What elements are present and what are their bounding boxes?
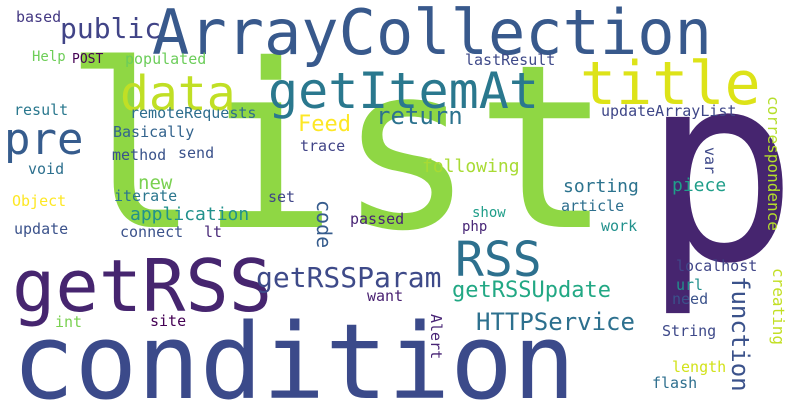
word-following: following	[422, 156, 520, 177]
word-object: Object	[12, 192, 67, 210]
word-httpservice: HTTPService	[476, 308, 635, 336]
word-arraycollection: ArrayCollection	[152, 0, 712, 69]
word-url: url	[676, 276, 704, 294]
word-condition: condition	[12, 301, 576, 400]
word-flash: flash	[652, 374, 698, 392]
word-update: update	[14, 220, 69, 238]
word-php: php	[462, 219, 488, 235]
word-new: new	[138, 172, 173, 194]
word-data: data	[120, 66, 236, 122]
word-getrssparam: getRSSParam	[256, 261, 442, 294]
word-remoterequests: remoteRequests	[130, 104, 257, 122]
word-feed: Feed	[298, 112, 351, 137]
word-set: set	[268, 188, 296, 206]
word-site: site	[150, 312, 187, 330]
word-updatearraylist: updateArrayList	[601, 102, 737, 120]
word-string: String	[662, 322, 717, 340]
word-passed: passed	[350, 210, 405, 228]
word-help: Help	[32, 49, 66, 65]
word-getitemat: getItemAt	[268, 62, 539, 120]
word-iterate: iterate	[114, 187, 178, 205]
word-article: article	[561, 197, 625, 215]
word-post: POST	[72, 52, 104, 67]
word-correspondence: correspondence	[764, 96, 783, 231]
word-need: need	[672, 290, 709, 308]
word-function: function	[726, 276, 754, 392]
word-lt: lt	[204, 223, 223, 241]
word-public: public	[60, 12, 162, 45]
word-localhost: localhost	[676, 257, 758, 275]
word-rss: RSS	[455, 232, 542, 288]
word-length: length	[672, 358, 727, 376]
word-want: want	[367, 287, 404, 305]
word-creating: creating	[769, 268, 788, 346]
word-getrss: getRSS	[12, 244, 273, 328]
word-void: void	[28, 160, 65, 178]
word-based: based	[16, 8, 62, 26]
word-alert: Alert	[427, 314, 445, 360]
word-p: p	[642, 19, 799, 321]
word-populated: populated	[125, 50, 207, 68]
word-basically: Basically	[113, 123, 195, 141]
word-work: work	[601, 217, 638, 235]
word-send: send	[178, 144, 215, 162]
word-application: application	[130, 204, 250, 225]
word-list: list	[63, 15, 613, 281]
word-piece: piece	[672, 175, 727, 196]
word-method: method	[112, 146, 167, 164]
word-return: return	[376, 102, 463, 130]
word-getrssupdate: getRSSUpdate	[452, 278, 611, 303]
word-lastresult: lastResult	[465, 51, 556, 69]
word-show: show	[472, 205, 506, 221]
word-trace: trace	[300, 137, 346, 155]
word-title: title	[580, 49, 761, 119]
word-connect: connect	[120, 223, 184, 241]
word-result: result	[14, 101, 69, 119]
word-sorting: sorting	[563, 176, 639, 197]
word-int: int	[55, 313, 83, 331]
word-pre: pre	[4, 114, 84, 165]
word-var: var	[701, 147, 719, 175]
word-code: code	[312, 200, 336, 249]
